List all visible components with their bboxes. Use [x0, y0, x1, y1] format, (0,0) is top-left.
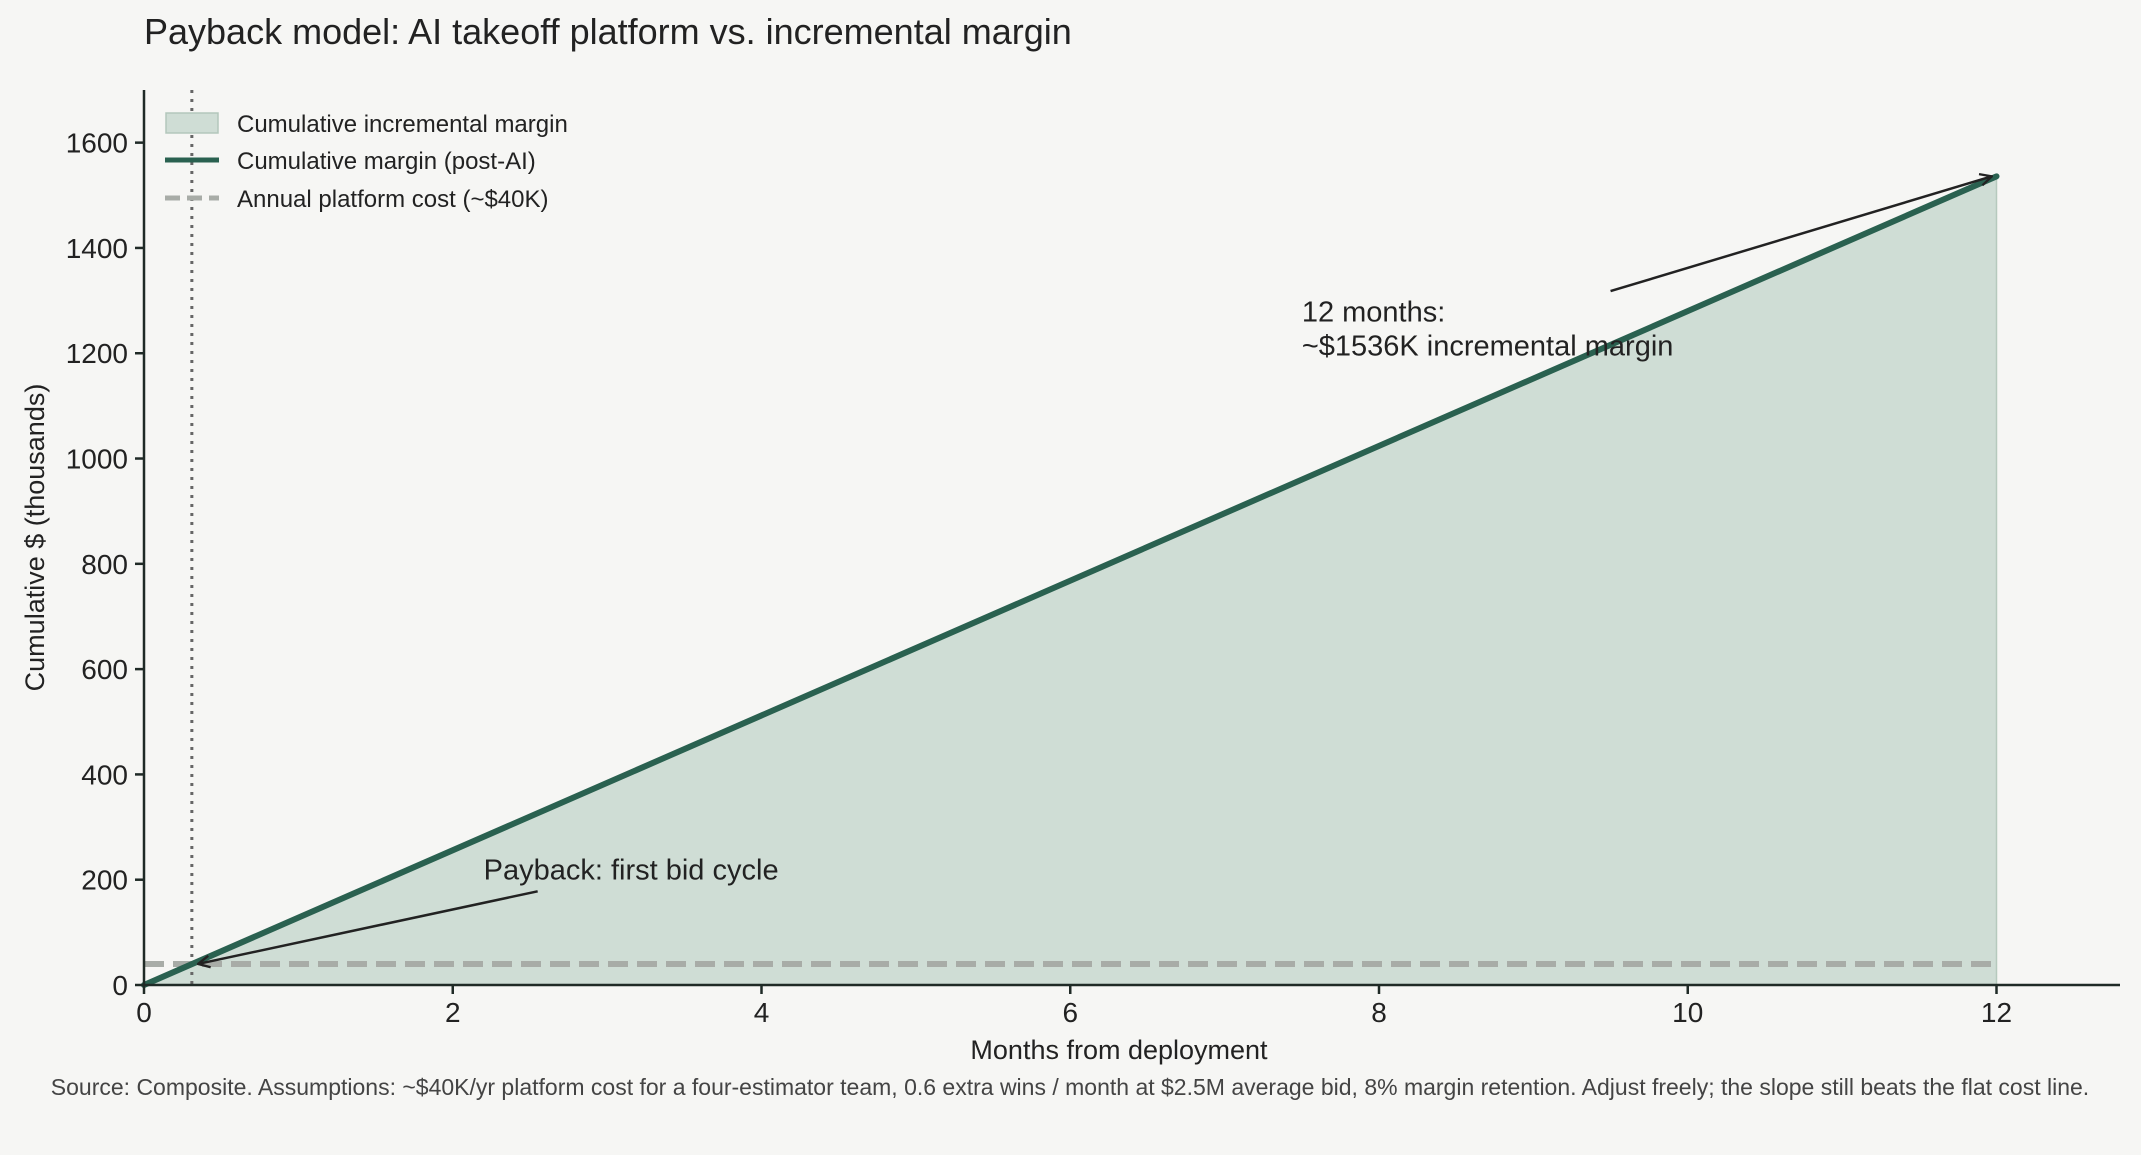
legend-label-line: Cumulative margin (post-AI) — [237, 148, 536, 175]
x-tick-label: 4 — [754, 997, 770, 1028]
x-ticks: 0 2 4 6 8 10 12 — [136, 985, 2012, 1028]
axes: 0 2 4 6 8 10 12 0 200 400 600 800 1000 1200 1400 1600 — [66, 90, 2120, 1028]
y-axis-label: Cumulative $ (thousands) — [20, 384, 50, 692]
y-tick-label: 1000 — [66, 444, 128, 475]
payback-annotation: Payback: first bid cycle — [484, 855, 779, 887]
x-tick-label: 2 — [445, 997, 461, 1028]
cumulative-margin-line — [141, 173, 2000, 988]
x-tick-label: 0 — [136, 997, 152, 1028]
x-tick-label: 6 — [1062, 997, 1078, 1028]
y-ticks: 0 200 400 600 800 1000 1200 1400 1600 — [66, 128, 144, 1001]
legend-swatch-area — [165, 112, 219, 134]
legend-label-area: Cumulative incremental margin — [237, 111, 568, 138]
chart-title: Payback model: AI takeoff platform vs. i… — [144, 11, 1072, 52]
x-tick-label: 8 — [1371, 997, 1387, 1028]
twelve-month-annotation-arrow — [1610, 176, 1992, 293]
y-tick-label: 0 — [112, 970, 128, 1001]
y-tick-label: 800 — [81, 549, 128, 580]
y-tick-label: 600 — [81, 654, 128, 685]
annotations: Payback: first bid cycle 12 months: ~$15… — [198, 176, 1992, 964]
y-tick-label: 1600 — [66, 128, 128, 159]
payback-annotation-arrow — [198, 890, 538, 964]
legend: Cumulative incremental margin Cumulative… — [165, 111, 568, 213]
x-axis-label: Months from deployment — [970, 1035, 1268, 1065]
plot-area — [141, 90, 2000, 988]
legend-label-dashed: Annual platform cost (~$40K) — [237, 186, 549, 213]
y-tick-label: 1200 — [66, 338, 128, 369]
y-tick-label: 200 — [81, 865, 128, 896]
y-tick-label: 400 — [81, 759, 128, 790]
x-tick-label: 10 — [1672, 997, 1703, 1028]
x-tick-label: 12 — [1981, 997, 2012, 1028]
twelve-month-annotation-line1: 12 months: — [1302, 297, 1445, 329]
y-tick-label: 1400 — [66, 233, 128, 264]
source-note: Source: Composite. Assumptions: ~$40K/yr… — [51, 1074, 2089, 1100]
twelve-month-annotation-line2: ~$1536K incremental margin — [1302, 331, 1674, 363]
